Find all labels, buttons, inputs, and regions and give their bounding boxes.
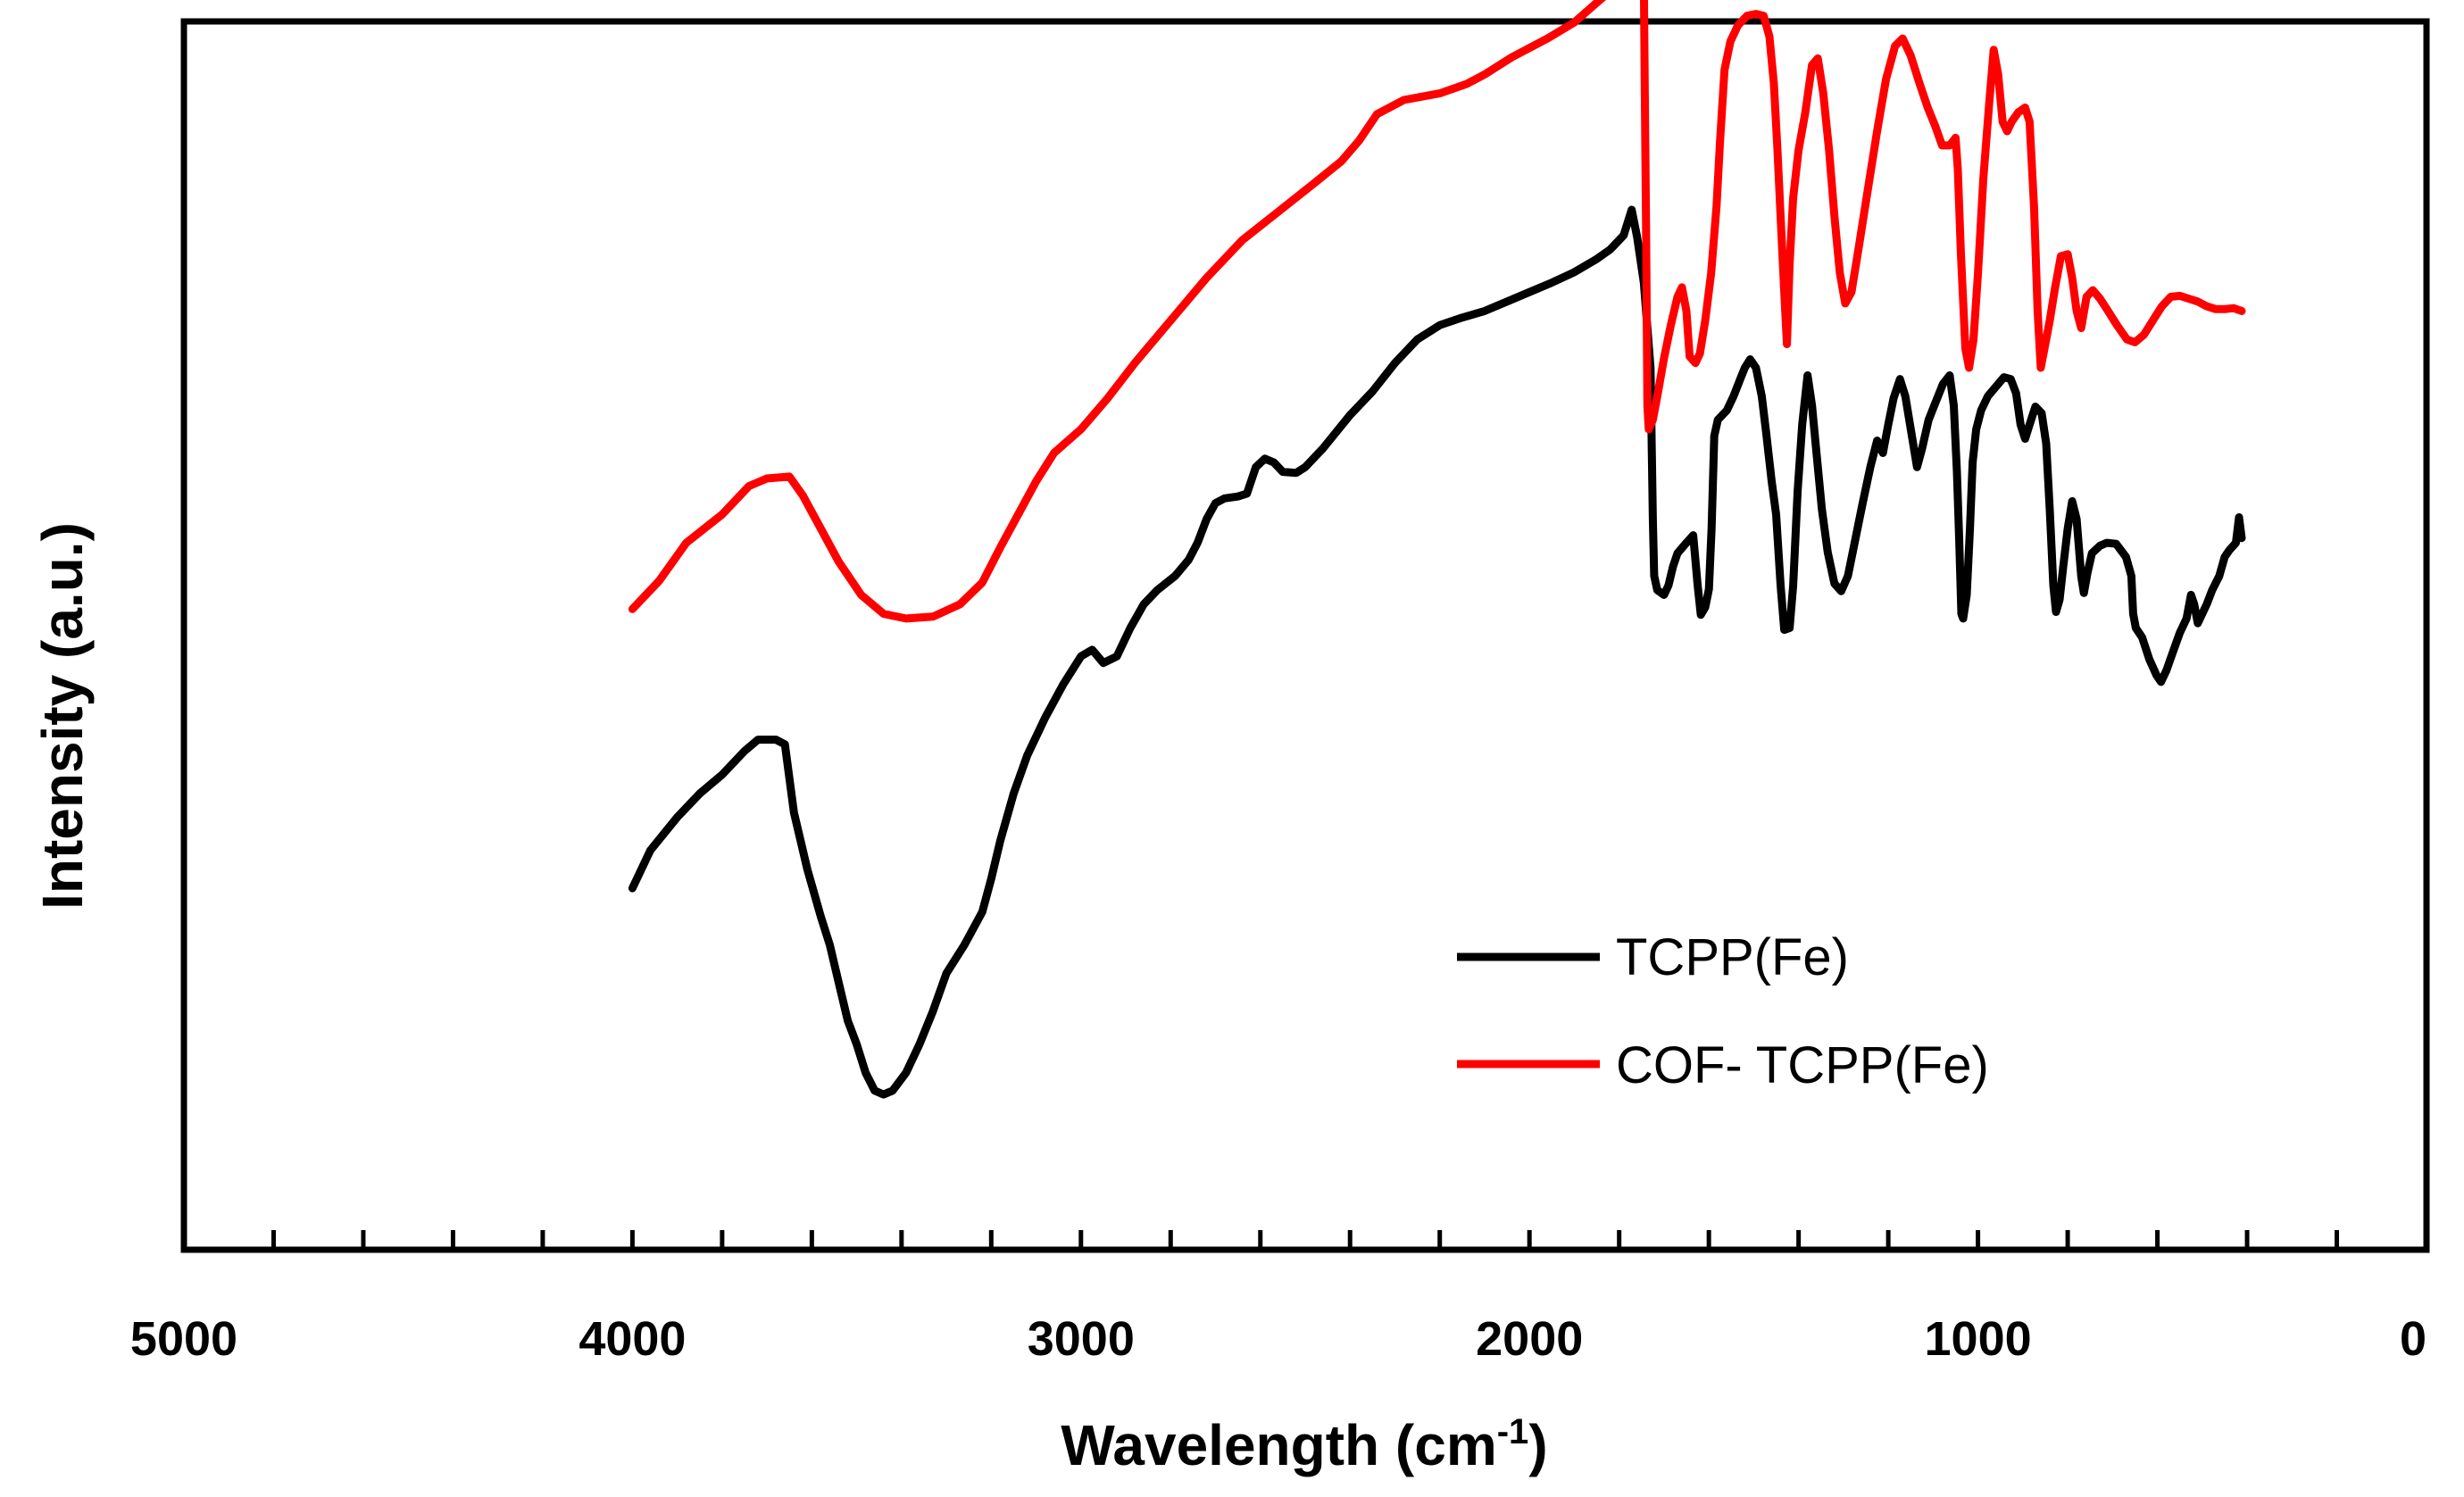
x-axis-title-superscript: -1: [1497, 1412, 1529, 1451]
x-tick-label: 1000: [1925, 1312, 2032, 1366]
x-tick-label: 3000: [1028, 1312, 1135, 1366]
x-tick-label: 2000: [1476, 1312, 1583, 1366]
x-axis-title-main: Wavelength (cm: [1061, 1413, 1496, 1477]
x-axis-ticks: [181, 1230, 2429, 1250]
x-axis-title-close: ): [1528, 1413, 1547, 1477]
legend-label-tcpp-fe: TCPP(Fe): [1616, 928, 1849, 986]
legend-label-cof-tcpp-fe: COF- TCPP(Fe): [1616, 1036, 1989, 1094]
x-tick-label: 5000: [130, 1312, 237, 1366]
series-line-cof-tcpp-fe: [628, 0, 2246, 623]
x-tick-label: 4000: [579, 1312, 686, 1366]
legend: TCPP(Fe) COF- TCPP(Fe): [1457, 928, 1989, 1094]
x-axis-title: Wavelength (cm-1): [1061, 1412, 1547, 1477]
x-tick-label: 0: [2400, 1312, 2427, 1366]
y-axis-title: Intensity (a.u.): [30, 522, 95, 910]
series-line-tcpp-fe: [628, 205, 2246, 1099]
series-layer: [628, 0, 2246, 1099]
x-axis-tick-labels: 5000 4000 3000 2000 1000 0: [130, 1312, 2427, 1366]
plot-area-frame: [180, 18, 2430, 1253]
